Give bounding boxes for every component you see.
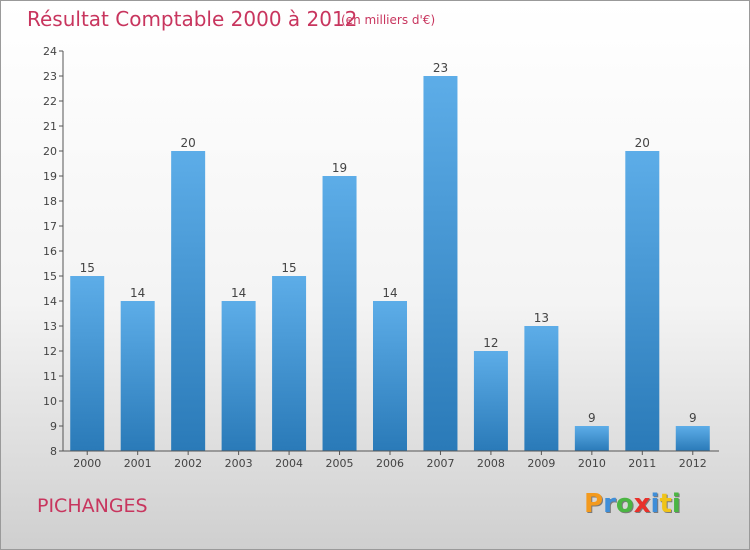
y-tick-label: 10 bbox=[43, 395, 57, 408]
bar-value-label: 20 bbox=[635, 136, 650, 150]
x-tick-label: 2010 bbox=[578, 457, 606, 470]
x-tick-label: 2003 bbox=[225, 457, 253, 470]
y-tick-label: 24 bbox=[43, 45, 57, 58]
y-tick-label: 20 bbox=[43, 145, 57, 158]
y-tick-label: 11 bbox=[43, 370, 57, 383]
y-tick-label: 22 bbox=[43, 95, 57, 108]
bar-value-label: 14 bbox=[130, 286, 145, 300]
x-tick-label: 2009 bbox=[527, 457, 555, 470]
y-tick-label: 23 bbox=[43, 70, 57, 83]
y-tick-label: 9 bbox=[50, 420, 57, 433]
bar-value-label: 14 bbox=[382, 286, 397, 300]
chart-title: Résultat Comptable 2000 à 2012 bbox=[27, 7, 358, 31]
bar-value-label: 9 bbox=[588, 411, 596, 425]
bar bbox=[675, 426, 710, 451]
y-tick-label: 16 bbox=[43, 245, 57, 258]
bar bbox=[322, 176, 357, 451]
bar-value-label: 14 bbox=[231, 286, 246, 300]
y-tick-label: 17 bbox=[43, 220, 57, 233]
bar bbox=[120, 301, 155, 451]
proxiti-logo: Proxiti bbox=[584, 489, 681, 519]
bar-value-label: 20 bbox=[181, 136, 196, 150]
commune-name: PICHANGES bbox=[37, 495, 148, 517]
bar-value-label: 15 bbox=[281, 261, 296, 275]
bar-value-label: 13 bbox=[534, 311, 549, 325]
y-tick-label: 13 bbox=[43, 320, 57, 333]
bar bbox=[574, 426, 609, 451]
y-tick-label: 18 bbox=[43, 195, 57, 208]
x-tick-label: 2001 bbox=[124, 457, 152, 470]
y-tick-label: 19 bbox=[43, 170, 57, 183]
bar bbox=[524, 326, 559, 451]
x-tick-label: 2008 bbox=[477, 457, 505, 470]
x-tick-label: 2005 bbox=[326, 457, 354, 470]
x-tick-label: 2002 bbox=[174, 457, 202, 470]
x-tick-label: 2004 bbox=[275, 457, 303, 470]
bar bbox=[423, 76, 458, 451]
bar bbox=[473, 351, 508, 451]
bar-value-label: 9 bbox=[689, 411, 697, 425]
x-tick-label: 2011 bbox=[628, 457, 656, 470]
bar bbox=[625, 151, 660, 451]
chart-subtitle: (en milliers d'€) bbox=[341, 13, 436, 27]
x-tick-label: 2006 bbox=[376, 457, 404, 470]
bar-value-label: 19 bbox=[332, 161, 347, 175]
x-tick-label: 2012 bbox=[679, 457, 707, 470]
y-tick-label: 15 bbox=[43, 270, 57, 283]
bar-value-label: 15 bbox=[80, 261, 95, 275]
bar-value-label: 23 bbox=[433, 61, 448, 75]
bar bbox=[171, 151, 206, 451]
bar bbox=[70, 276, 105, 451]
x-tick-label: 2000 bbox=[73, 457, 101, 470]
y-tick-label: 21 bbox=[43, 120, 57, 133]
bar bbox=[272, 276, 307, 451]
x-tick-label: 2007 bbox=[426, 457, 454, 470]
y-tick-label: 12 bbox=[43, 345, 57, 358]
y-tick-label: 14 bbox=[43, 295, 57, 308]
bar-value-label: 12 bbox=[483, 336, 498, 350]
bar bbox=[221, 301, 256, 451]
bar bbox=[373, 301, 407, 451]
y-tick-label: 8 bbox=[50, 445, 57, 458]
